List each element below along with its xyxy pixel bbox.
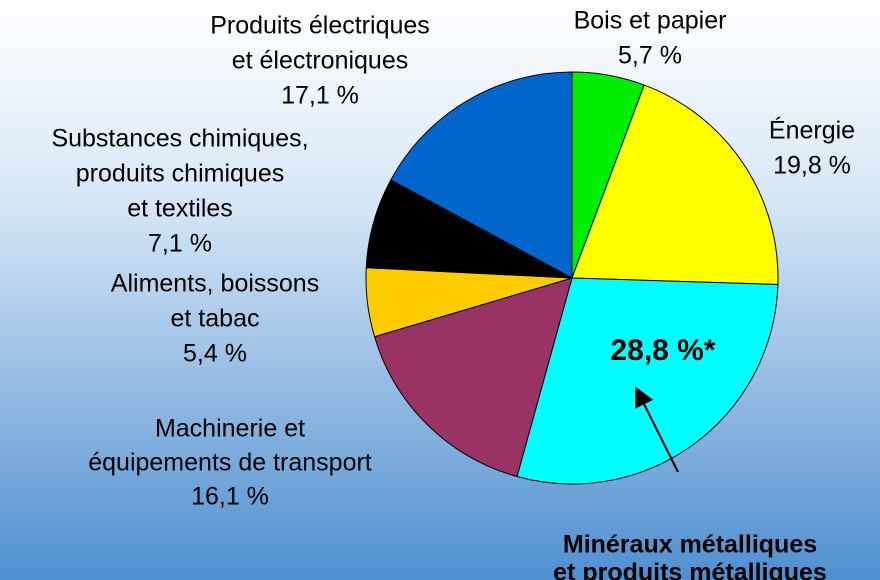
slice-label: équipements de transport (88, 449, 372, 477)
slice-label: Machinerie et (155, 415, 305, 443)
pie-slice (390, 71, 573, 279)
slice-label: Énergie (769, 116, 855, 145)
pie-slice (571, 84, 779, 285)
value-label: 5,4 % (183, 340, 247, 368)
slice-label: Bois et papier (574, 7, 727, 35)
value-label: 19,8 % (773, 152, 851, 180)
pie (365, 71, 779, 485)
pie-slice (516, 277, 779, 485)
slice-label: Substances chimiques, (51, 125, 308, 153)
slice-label: Produits électriques (210, 12, 430, 40)
value-label: 28,8 %* (610, 334, 715, 367)
slice-label: produits chimiques (76, 160, 284, 188)
value-label: 17,1 % (281, 82, 359, 110)
callout-arrow (635, 386, 679, 473)
slice-label: et électroniques (232, 47, 409, 75)
pie-slice (373, 277, 573, 478)
slice-label: et tabac (171, 305, 260, 333)
slice-label: Minéraux métalliques (563, 531, 817, 559)
slice-label: et textiles (127, 195, 233, 223)
value-label: 7,1 % (148, 230, 212, 258)
value-label: 16,1 % (191, 483, 269, 511)
slice-label: Aliments, boissons (111, 270, 319, 298)
value-label: 5,7 % (618, 42, 682, 70)
slice-label: et produits métalliques (553, 559, 827, 580)
